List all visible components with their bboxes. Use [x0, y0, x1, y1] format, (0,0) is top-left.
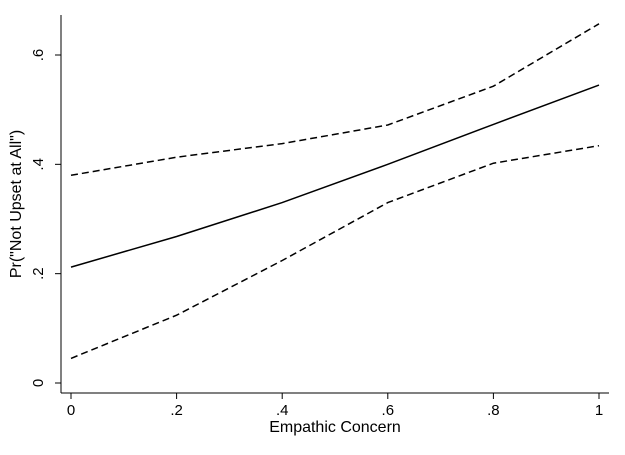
- confidence-bound-line: [70, 23, 600, 177]
- prediction-line: [70, 84, 600, 268]
- x-tick-label: .6: [382, 402, 395, 419]
- y-tick-label: .6: [30, 49, 47, 62]
- confidence-bound-line: [70, 144, 600, 360]
- y-tick-label: .2: [30, 267, 47, 280]
- y-tick-label: .4: [30, 158, 47, 171]
- x-axis-title: Empathic Concern: [269, 419, 401, 436]
- x-tick-label: 1: [595, 402, 603, 419]
- x-tick-label: .2: [170, 402, 183, 419]
- y-axis-title: Pr("Not Upset at All"): [8, 130, 25, 278]
- x-tick-label: 0: [67, 402, 75, 419]
- x-tick-label: .4: [276, 402, 289, 419]
- x-axis-ticks: 0 .2 .4 .6 .8 1: [67, 393, 603, 419]
- x-tick-label: .8: [487, 402, 500, 419]
- y-tick-label: 0: [30, 379, 47, 387]
- y-axis-ticks: 0 .2 .4 .6: [30, 49, 61, 387]
- series-layer: [70, 23, 600, 360]
